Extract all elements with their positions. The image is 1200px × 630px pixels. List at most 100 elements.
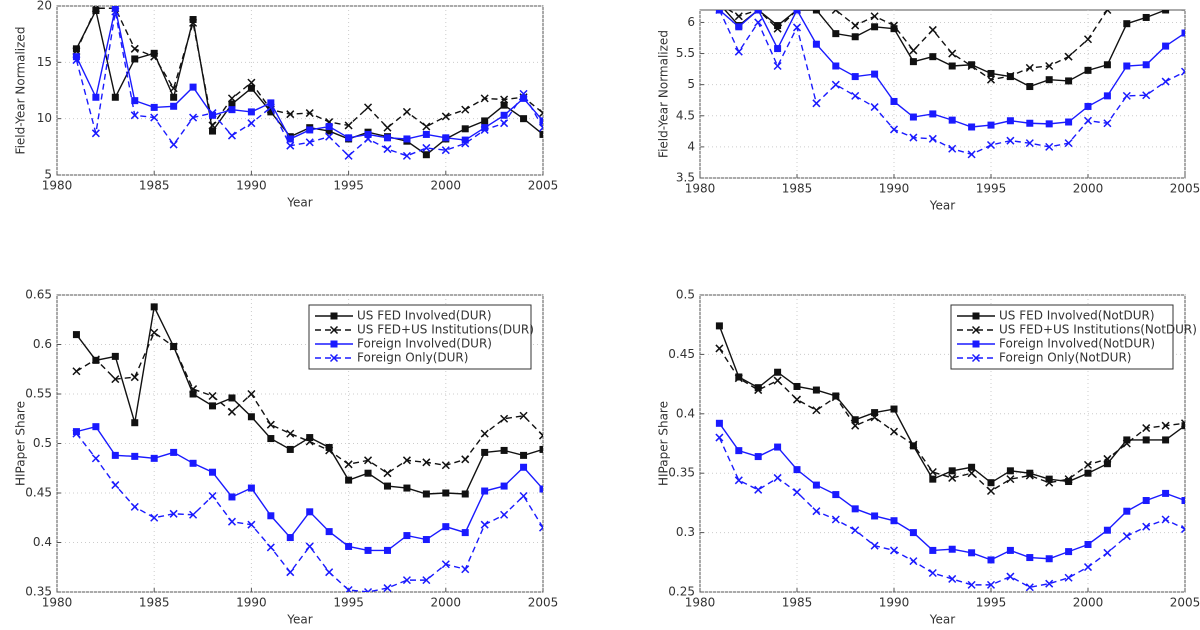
marker bbox=[305, 109, 314, 118]
marker bbox=[344, 460, 353, 469]
x-tick-label: 2000 bbox=[1073, 596, 1104, 610]
marker bbox=[442, 523, 450, 531]
marker bbox=[325, 446, 334, 455]
marker bbox=[972, 340, 980, 348]
marker bbox=[735, 23, 743, 31]
marker bbox=[851, 33, 859, 41]
legend-label: US FED Involved(DUR) bbox=[357, 309, 492, 323]
marker bbox=[832, 392, 840, 400]
marker bbox=[715, 419, 723, 427]
marker bbox=[1162, 489, 1170, 497]
marker bbox=[774, 45, 782, 53]
legend-label: Foreign Only(NotDUR) bbox=[999, 351, 1131, 365]
marker bbox=[1123, 62, 1131, 70]
marker bbox=[364, 134, 373, 143]
marker bbox=[228, 106, 236, 114]
marker bbox=[92, 93, 100, 101]
marker bbox=[1142, 497, 1150, 505]
marker bbox=[1181, 10, 1185, 11]
y-tick-label: 0.55 bbox=[25, 387, 52, 401]
marker bbox=[890, 97, 898, 105]
marker bbox=[871, 23, 879, 31]
marker bbox=[344, 151, 353, 160]
marker bbox=[1181, 29, 1185, 37]
marker bbox=[1045, 76, 1053, 84]
marker bbox=[209, 111, 217, 119]
marker bbox=[1123, 20, 1131, 28]
subplot: 0.35 0.4 0.45 0.5 0.55 0.6 0.65 1980 1985 1990 199… bbox=[14, 288, 559, 627]
marker bbox=[774, 368, 782, 376]
marker bbox=[345, 476, 353, 484]
marker bbox=[1084, 66, 1092, 74]
marker bbox=[851, 416, 859, 424]
y-tick-label: 0.65 bbox=[25, 288, 52, 302]
marker bbox=[889, 125, 899, 134]
marker bbox=[286, 568, 295, 577]
marker bbox=[208, 491, 217, 501]
marker bbox=[189, 390, 197, 398]
marker bbox=[228, 394, 236, 402]
marker bbox=[972, 312, 980, 320]
x-tick-label: 2000 bbox=[1073, 182, 1104, 196]
marker bbox=[928, 568, 937, 578]
x-tick-label: 1980 bbox=[685, 596, 716, 610]
marker bbox=[1161, 421, 1170, 430]
marker bbox=[831, 515, 840, 524]
marker bbox=[851, 91, 860, 100]
marker bbox=[968, 463, 976, 471]
marker bbox=[130, 111, 139, 120]
marker bbox=[169, 140, 178, 149]
x-tick-label: 1990 bbox=[879, 596, 910, 610]
marker bbox=[987, 121, 995, 129]
marker bbox=[987, 556, 995, 564]
marker bbox=[773, 473, 782, 482]
marker bbox=[734, 374, 743, 383]
marker bbox=[1064, 52, 1073, 61]
marker bbox=[889, 427, 899, 436]
marker bbox=[1143, 0, 1150, 7]
y-tick-label: 0.35 bbox=[668, 466, 695, 480]
marker bbox=[519, 89, 528, 98]
marker bbox=[1103, 548, 1112, 557]
marker bbox=[1103, 460, 1111, 468]
marker bbox=[1180, 419, 1185, 428]
marker bbox=[227, 407, 236, 416]
marker bbox=[383, 123, 392, 132]
marker bbox=[1083, 460, 1093, 469]
y-tick-label: 6 bbox=[687, 15, 695, 29]
y-tick-label: 5.5 bbox=[676, 46, 695, 60]
marker bbox=[1162, 436, 1170, 444]
marker bbox=[715, 322, 723, 330]
marker bbox=[1045, 478, 1054, 487]
marker bbox=[461, 139, 470, 148]
marker bbox=[422, 536, 430, 544]
marker bbox=[832, 30, 840, 38]
marker bbox=[1025, 583, 1034, 592]
marker bbox=[461, 490, 469, 498]
series-area bbox=[715, 322, 1185, 592]
marker bbox=[971, 353, 981, 363]
marker bbox=[480, 520, 489, 529]
marker bbox=[987, 479, 995, 487]
marker bbox=[111, 6, 119, 12]
marker bbox=[403, 135, 411, 143]
marker bbox=[150, 103, 158, 111]
marker bbox=[734, 47, 743, 56]
marker bbox=[150, 303, 158, 311]
marker bbox=[228, 100, 236, 108]
marker bbox=[461, 136, 469, 144]
marker bbox=[1162, 0, 1169, 7]
marker bbox=[832, 491, 840, 499]
marker bbox=[754, 453, 762, 461]
marker bbox=[325, 123, 333, 131]
marker bbox=[851, 421, 860, 430]
marker bbox=[111, 352, 119, 360]
marker bbox=[792, 23, 802, 32]
marker bbox=[169, 342, 178, 351]
marker bbox=[716, 0, 723, 7]
marker bbox=[131, 452, 139, 460]
x-tick-label: 1985 bbox=[139, 179, 170, 193]
marker bbox=[870, 413, 879, 422]
x-tick-label: 1985 bbox=[782, 182, 813, 196]
marker bbox=[948, 467, 956, 475]
